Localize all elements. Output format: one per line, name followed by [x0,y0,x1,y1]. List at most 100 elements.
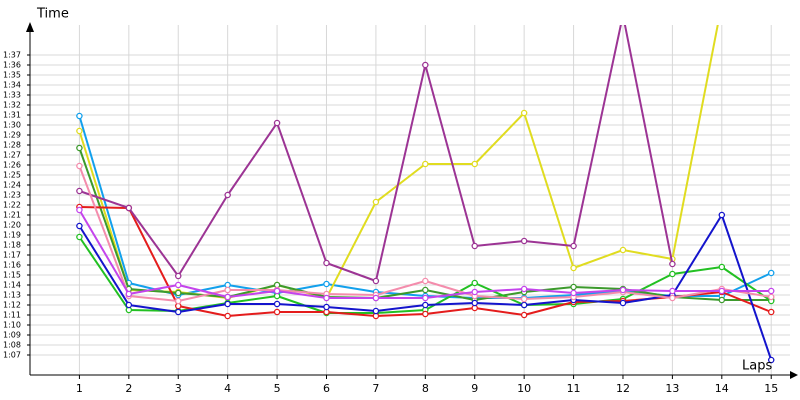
y-tick-label: 1:22 [3,201,21,210]
y-tick-label: 1:19 [3,231,21,240]
y-tick-label: 1:20 [3,221,21,230]
y-tick-label: 1:36 [3,61,21,70]
data-point [767,308,775,316]
data-point [125,301,133,309]
data-point [224,191,231,199]
data-point [619,286,627,294]
data-point [224,300,231,308]
x-tick-label: 6 [323,382,330,395]
data-point [372,307,380,315]
grid [30,25,790,375]
y-tick-label: 1:31 [3,111,21,120]
data-point [620,12,625,17]
y-tick-label: 1:11 [3,311,21,320]
data-point [718,287,726,295]
x-tick-label: 11 [567,382,581,395]
data-point [471,299,478,307]
y-tick-label: 1:27 [3,151,21,160]
data-point [520,301,528,309]
y-tick-label: 1:29 [3,131,21,140]
data-point [323,280,330,288]
y-tick-label: 1:09 [3,331,21,340]
data-point [422,61,429,69]
y-tick-label: 1:28 [3,141,21,150]
data-point [174,281,182,289]
data-point [76,222,83,230]
y-tick-label: 1:37 [3,51,21,60]
y-tick-label: 1:17 [3,251,21,260]
data-point [520,109,528,117]
x-tick-label: 15 [764,382,778,395]
data-point [323,294,330,302]
y-tick-label: 1:12 [3,301,21,310]
data-point [570,289,577,297]
data-point [422,310,429,318]
data-point [619,246,627,254]
data-point [224,293,231,301]
data-point [174,297,182,305]
data-point [76,162,83,170]
data-point [174,289,182,297]
data-point [719,1,724,6]
data-point [718,263,726,271]
y-tick-label: 1:15 [3,271,21,280]
plot-area [76,1,775,364]
y-tick-label: 1:16 [3,261,21,270]
y-tick-label: 1:18 [3,241,21,250]
data-point [76,233,83,241]
data-point [767,356,775,364]
data-point [471,279,478,287]
x-tick-label: 14 [715,382,729,395]
x-tick-label: 1 [76,382,83,395]
data-point [718,211,726,219]
x-tick-label: 5 [274,382,281,395]
data-point [372,277,380,285]
x-tick-label: 9 [471,382,478,395]
x-tick-label: 12 [616,382,630,395]
x-tick-label: 3 [175,382,182,395]
data-point [520,237,528,245]
y-tick-label: 1:33 [3,91,21,100]
y-tick-label: 1:07 [3,351,21,360]
data-point [767,287,775,295]
data-point [76,144,83,152]
data-point [422,286,429,294]
x-axis-title: Laps [742,359,772,374]
x-tick-label: 7 [372,382,379,395]
x-axis-arrow [790,371,798,379]
data-point [76,206,83,214]
y-tick-label: 1:24 [3,181,21,190]
y-tick-label: 1:10 [3,321,21,330]
y-axis-arrow [26,22,34,32]
y-tick-label: 1:13 [3,291,21,300]
data-point [422,301,429,309]
data-point [273,119,281,127]
data-point [224,286,231,294]
data-point [422,277,429,285]
data-point [471,288,478,296]
data-point [273,308,281,316]
data-point [372,294,380,302]
data-point [224,312,231,320]
data-point [174,272,182,280]
data-point [125,290,133,298]
x-tick-label: 13 [665,382,679,395]
y-tick-label: 1:26 [3,161,21,170]
data-point [570,264,577,272]
data-point [520,295,528,303]
x-tick-label: 2 [125,382,132,395]
data-point [767,269,775,277]
data-point [273,300,281,308]
data-point [619,299,627,307]
y-axis-title: Time [36,7,69,22]
data-point [669,270,676,278]
data-point [471,160,478,168]
data-point [323,259,330,267]
y-tick-label: 1:14 [3,281,21,290]
x-tick-label: 10 [517,382,531,395]
data-point [471,242,478,250]
data-point [570,242,577,250]
data-point [422,160,429,168]
